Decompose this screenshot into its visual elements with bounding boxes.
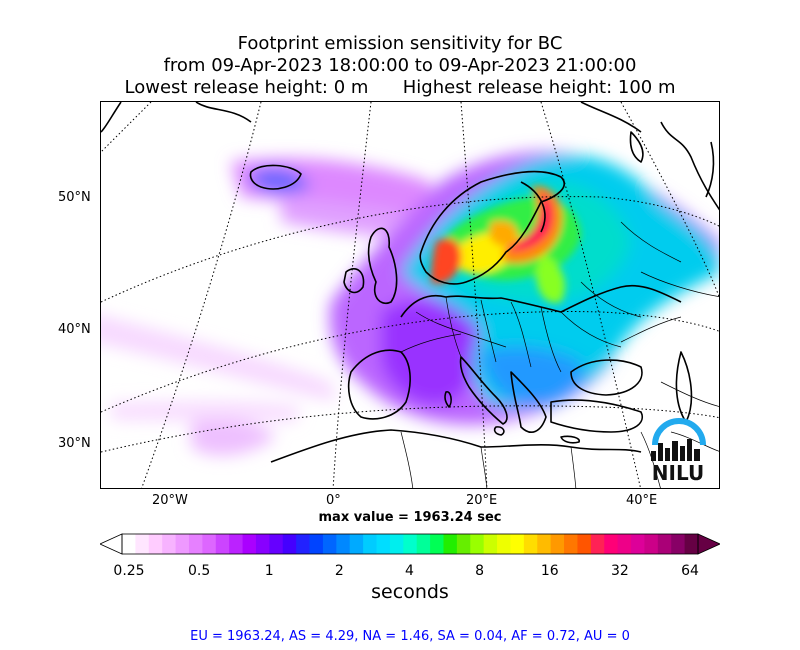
colorbar-cell bbox=[510, 534, 525, 554]
colorbar-cell bbox=[671, 534, 686, 554]
colorbar-min-extend bbox=[100, 533, 123, 555]
colorbar-cell bbox=[684, 534, 699, 554]
colorbar-cell bbox=[282, 534, 297, 554]
colorbar-cell bbox=[497, 534, 512, 554]
colorbar-tick-label: 4 bbox=[405, 563, 414, 579]
colorbar-cell bbox=[564, 534, 579, 554]
map-title-line-3: Lowest release height: 0 m Highest relea… bbox=[124, 77, 676, 98]
colorbar-cell bbox=[242, 534, 257, 554]
colorbar-cell bbox=[376, 534, 391, 554]
colorbar-cell bbox=[550, 534, 565, 554]
colorbar-cell bbox=[430, 534, 445, 554]
colorbar-cell bbox=[590, 534, 605, 554]
colorbar-cell bbox=[309, 534, 324, 554]
country-borders bbox=[400, 221, 719, 488]
colorbar bbox=[100, 533, 720, 555]
colorbar-cell bbox=[443, 534, 458, 554]
colorbar-frame bbox=[121, 533, 699, 555]
footprint-map bbox=[101, 102, 719, 488]
colorbar-cell bbox=[657, 534, 672, 554]
colorbar-tick-label: 16 bbox=[540, 563, 559, 579]
colorbar-cell bbox=[416, 534, 431, 554]
colorbar-cell bbox=[456, 534, 471, 554]
colorbar-cell bbox=[175, 534, 190, 554]
colorbar-cell bbox=[269, 534, 284, 554]
colorbar-cell bbox=[296, 534, 311, 554]
map-panel: NILU bbox=[100, 101, 720, 489]
colorbar-tick-label: 32 bbox=[610, 563, 629, 579]
max-value-label: max value = 1963.24 sec bbox=[318, 510, 502, 525]
colorbar-cell bbox=[470, 534, 485, 554]
colorbar-cell bbox=[215, 534, 230, 554]
colorbar-cell bbox=[148, 534, 163, 554]
graticule bbox=[101, 102, 719, 488]
regional-totals-footer: EU = 1963.24, AS = 4.29, NA = 1.46, SA =… bbox=[190, 629, 630, 644]
colorbar-cell bbox=[162, 534, 177, 554]
colorbar-cell bbox=[631, 534, 646, 554]
lon-label-40e: 40°E bbox=[626, 493, 658, 508]
colorbar-cell bbox=[322, 534, 337, 554]
lat-label-40n: 40°N bbox=[58, 322, 91, 337]
lat-label-30n: 30°N bbox=[58, 436, 91, 451]
colorbar-cell bbox=[537, 534, 552, 554]
colorbar-cell bbox=[644, 534, 659, 554]
colorbar-cell bbox=[229, 534, 244, 554]
colorbar-cell bbox=[349, 534, 364, 554]
colorbar-tick-label: 2 bbox=[334, 563, 344, 579]
colorbar-cell bbox=[483, 534, 498, 554]
map-title-line-2: from 09-Apr-2023 18:00:00 to 09-Apr-2023… bbox=[163, 55, 637, 76]
map-title-line-1: Footprint emission sensitivity for BC bbox=[237, 33, 563, 54]
colorbar-cells bbox=[122, 534, 699, 554]
colorbar-cell bbox=[135, 534, 150, 554]
coastlines bbox=[101, 102, 719, 463]
colorbar-tick-label: 0.25 bbox=[113, 563, 145, 579]
colorbar-tick-label: 0.5 bbox=[187, 563, 211, 579]
nilu-logo-mark: NILU bbox=[651, 418, 706, 485]
nilu-logo: NILU bbox=[646, 413, 711, 485]
colorbar-cell bbox=[255, 534, 270, 554]
colorbar-max-extend bbox=[697, 533, 720, 555]
lat-label-50n: 50°N bbox=[58, 190, 91, 205]
colorbar-cell bbox=[336, 534, 351, 554]
colorbar-cell bbox=[389, 534, 404, 554]
nilu-logo-text: NILU bbox=[652, 461, 704, 485]
colorbar-cell bbox=[403, 534, 418, 554]
colorbar-cell bbox=[604, 534, 619, 554]
colorbar-cell bbox=[122, 534, 136, 554]
sensitivity-field bbox=[101, 151, 719, 456]
lon-label-20e: 20°E bbox=[466, 493, 498, 508]
colorbar-cell bbox=[577, 534, 592, 554]
colorbar-tick-label: 8 bbox=[475, 563, 485, 579]
colorbar-units-label: seconds bbox=[371, 581, 449, 603]
colorbar-cell bbox=[202, 534, 217, 554]
colorbar-cell bbox=[523, 534, 538, 554]
colorbar-cell bbox=[363, 534, 378, 554]
colorbar-tick-label: 1 bbox=[264, 563, 274, 579]
colorbar-cell bbox=[617, 534, 632, 554]
lon-label-0: 0° bbox=[326, 493, 341, 508]
colorbar-tick-label: 64 bbox=[681, 563, 699, 579]
colorbar-cell bbox=[188, 534, 203, 554]
lon-label-20w: 20°W bbox=[152, 493, 188, 508]
